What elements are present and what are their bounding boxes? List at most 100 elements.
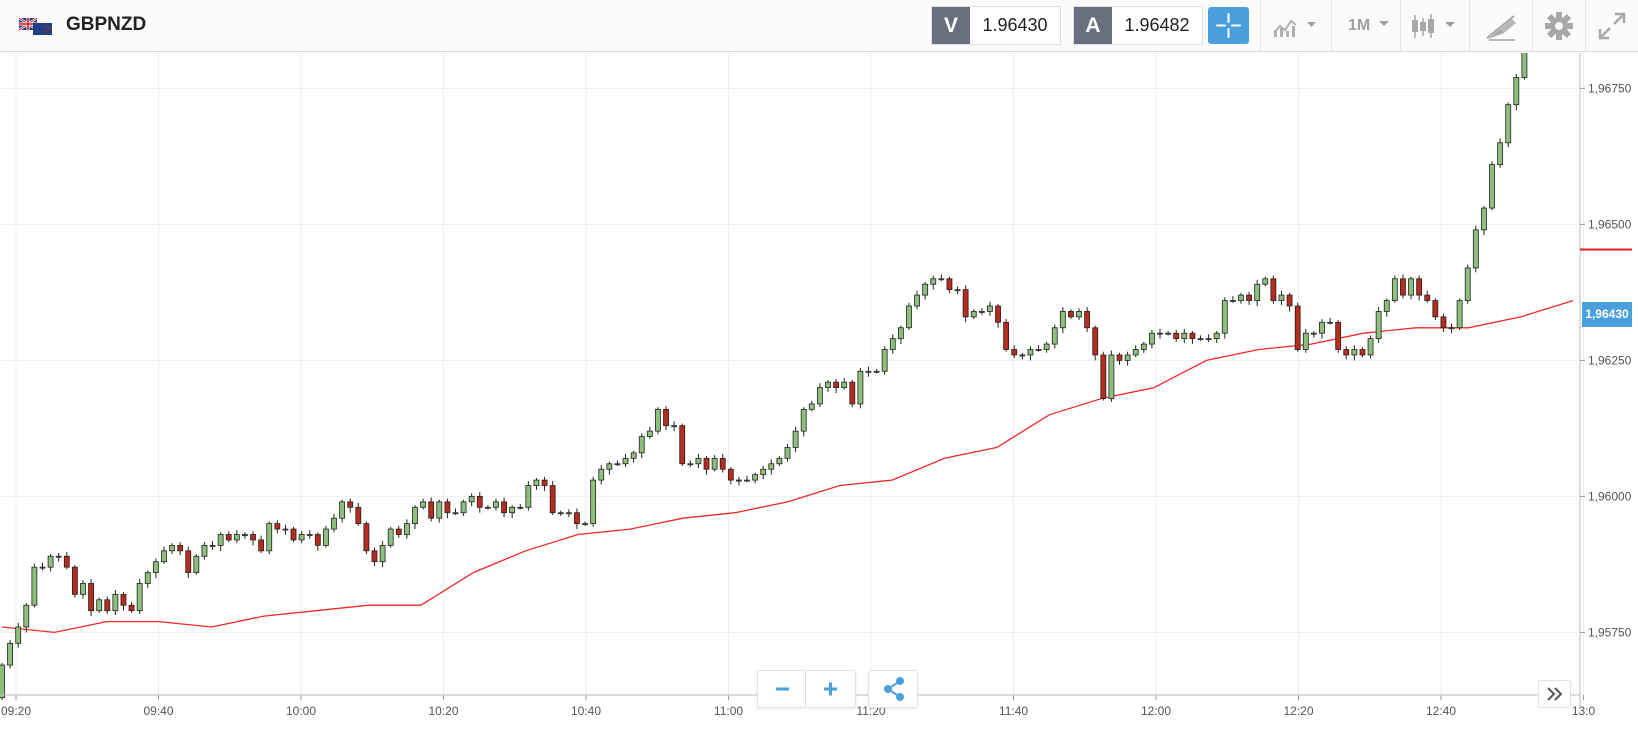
y-tick-label: 1,96500 [1588,217,1632,231]
candle-body [444,501,451,514]
scroll-to-end-button[interactable] [1538,680,1571,708]
candle-body [687,463,694,466]
fullscreen-button[interactable] [1586,0,1638,52]
candle-body [549,485,556,514]
candle-body [1481,207,1487,231]
candle-body [96,599,103,612]
candle-body [655,408,661,432]
candle-body [1011,349,1018,356]
candle-body [266,523,273,552]
candle-body [1278,294,1285,301]
period-button[interactable]: 1M [1332,0,1400,52]
candle-body [1246,294,1252,301]
candle-body [978,311,985,313]
plus-icon [824,682,837,696]
candlestick-chart[interactable]: 1,95750 1,96000 1,96250 1,96500 1,96750 09:20… [0,53,1638,729]
candle-body [1440,316,1447,329]
candle-body [1472,229,1479,269]
candle-body [47,555,54,568]
candle-body [1294,305,1301,350]
candle-body [541,479,548,486]
candle-body [387,528,394,546]
candle-body [23,604,30,628]
candle-body [379,544,386,563]
candle-body [55,555,62,558]
moving-average-line [1,299,1574,634]
zoom-out-button[interactable] [757,670,806,708]
candle-body [1084,311,1091,329]
candle-body [1505,104,1512,144]
candle-body [954,289,961,292]
candle-body [1197,338,1204,341]
candle-body [71,566,78,595]
candle-body [792,430,799,448]
candle-body [112,593,119,612]
double-chevron-right-icon [1547,687,1563,701]
candle-body [298,534,305,541]
candle-body [258,539,265,552]
candlestick-icon [1412,14,1455,38]
share-button[interactable] [868,670,918,708]
candle-body [201,544,208,557]
candle-body [703,457,710,470]
candle-body [841,381,848,389]
buy-price-button[interactable]: A 1.96482 [1073,6,1203,45]
sell-price-button[interactable]: V 1.96430 [931,6,1061,45]
candle-body [970,311,977,318]
candle-body [857,370,864,405]
drawing-tools-icon [1486,15,1516,41]
x-tick-label: 10:20 [428,704,458,718]
period-dropdown-icon [1379,21,1389,26]
candle-body [1391,278,1398,301]
candle-body [1043,343,1050,350]
candle-body [1173,332,1180,340]
candle-body [1035,349,1042,351]
candle-body [242,534,248,536]
zoom-in-button[interactable] [806,670,856,708]
candle-body [946,278,953,291]
candle-body [784,447,791,459]
candle-body [663,408,669,427]
candle-body [1400,278,1406,296]
candle-body [671,425,678,428]
candle-style-button[interactable] [1401,0,1469,52]
chart-type-button[interactable] [1261,0,1331,52]
candle-body [120,593,127,606]
candle-body [323,528,329,546]
candle-body [7,642,13,666]
instrument-symbol[interactable]: GBPNZD [66,14,147,35]
candle-body [128,604,135,612]
candle-body [938,278,945,281]
candle-body [428,501,435,519]
candle-body [889,338,896,350]
candle-body [1076,311,1082,318]
settings-button[interactable] [1533,0,1585,52]
x-tick-label: 12:20 [1283,704,1313,718]
candle-body [914,294,920,307]
price-chart[interactable]: 1,95750 1,96000 1,96250 1,96500 1,96750 09:20… [0,53,1638,729]
x-tick-label: 10:40 [571,704,601,718]
candle-body [557,512,564,515]
x-tick-label: 11:40 [999,704,1028,718]
candle-body [1521,53,1528,78]
candle-body [574,512,580,525]
candle-body [1003,321,1010,350]
candle-body [1456,300,1463,329]
candle-body [363,523,370,552]
candle-body [768,463,775,470]
x-tick-label: 09:20 [1,704,31,718]
candle-body [290,528,297,541]
candle-body [1319,321,1325,334]
candle-body [565,512,572,515]
candle-body [638,436,645,454]
candle-body [800,408,807,432]
crosshair-icon [1216,13,1241,38]
candle-body [962,289,969,318]
candle-body [776,457,783,465]
candle-body [1124,354,1131,361]
candle-body [233,534,240,541]
candle-body [1448,327,1455,330]
crosshair-button[interactable] [1208,7,1249,44]
drawing-tools-button[interactable] [1470,0,1532,52]
candle-body [339,501,346,519]
